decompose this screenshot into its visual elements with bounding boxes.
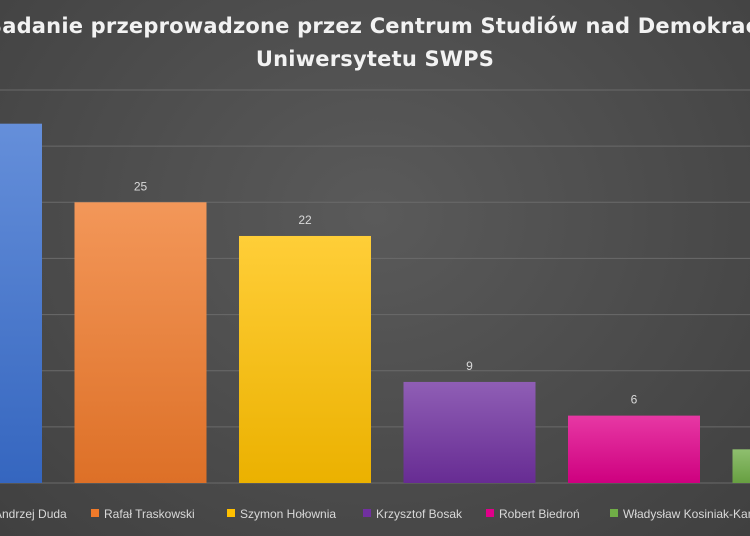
bar-3	[239, 235, 371, 483]
legend-swatch	[91, 509, 99, 517]
legend-item-4: Krzysztof Bosak	[363, 507, 463, 521]
legend-label: Szymon Hołownia	[240, 507, 336, 521]
chart-title-line-2: Uniwersytetu SWPS	[255, 47, 495, 71]
bar-2	[74, 202, 207, 484]
data-label-4: 9	[466, 359, 473, 373]
legend-item-6: Władysław Kosiniak-Kamysz	[610, 507, 750, 521]
bar-6	[732, 449, 750, 483]
legend-label: Rafał Traskowski	[104, 507, 195, 521]
bar-1	[0, 123, 42, 483]
data-label-3: 22	[298, 213, 312, 227]
legend-item-5: Robert Biedroń	[486, 507, 580, 521]
legend-item-2: Rafał Traskowski	[91, 507, 195, 521]
legend-label: Krzysztof Bosak	[376, 507, 463, 521]
legend-swatch	[363, 509, 371, 517]
legend-item-1: Andrzej Duda	[0, 507, 67, 521]
bar-4	[403, 381, 536, 483]
legend-item-3: Szymon Hołownia	[227, 507, 336, 521]
data-label-2: 25	[134, 179, 148, 193]
legend-swatch	[227, 509, 235, 517]
chart-title-line-1: Badanie przeprowadzone przez Centrum Stu…	[0, 14, 750, 38]
legend-label: Władysław Kosiniak-Kamysz	[623, 507, 750, 521]
legend-swatch	[486, 509, 494, 517]
bar-5	[568, 415, 700, 483]
legend-swatch	[610, 509, 618, 517]
data-label-5: 6	[631, 393, 638, 407]
legend-label: Robert Biedroń	[499, 507, 580, 521]
legend-label: Andrzej Duda	[0, 507, 67, 521]
